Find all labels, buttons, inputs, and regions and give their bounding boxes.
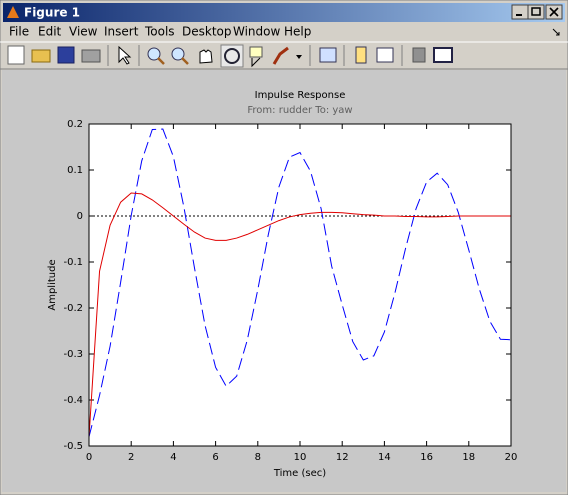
menu-item[interactable]: Desktop xyxy=(182,25,232,39)
series-line xyxy=(88,192,511,437)
menu-item[interactable]: View xyxy=(69,25,98,39)
title-bar xyxy=(3,3,565,22)
x-tick-label: 18 xyxy=(462,452,475,463)
x-tick-label: 2 xyxy=(128,452,134,463)
dock-arrow[interactable] xyxy=(552,28,560,36)
zoom-in-button[interactable] xyxy=(147,47,165,65)
x-tick-label: 12 xyxy=(336,452,349,463)
hide-tools-button[interactable] xyxy=(412,47,426,63)
toolbar xyxy=(7,44,453,68)
plot-area xyxy=(89,124,511,446)
menu-item[interactable]: Window xyxy=(233,25,281,39)
menu-item[interactable]: Help xyxy=(284,25,311,39)
x-tick-label: 10 xyxy=(294,452,307,463)
minimize-button[interactable] xyxy=(511,4,529,20)
y-tick-label: -0.5 xyxy=(63,441,83,452)
chart-subtitle: From: rudder To: yaw xyxy=(247,105,352,116)
x-tick-label: 0 xyxy=(86,452,92,463)
menu-item[interactable]: Tools xyxy=(144,25,175,39)
zoom-out-button[interactable] xyxy=(171,47,189,65)
y-tick-label: 0.2 xyxy=(67,119,83,130)
link-button[interactable] xyxy=(319,47,337,63)
axes-box xyxy=(88,123,512,447)
menu-bar: File Edit View Insert Tools Desktop Window Help xyxy=(9,25,311,39)
x-axis-label: Time (sec) xyxy=(273,468,326,479)
window-title: Figure 1 xyxy=(24,6,80,20)
y-tick-label: 0.1 xyxy=(67,165,83,176)
edit-plot-button[interactable] xyxy=(118,45,132,65)
menu-item[interactable]: Insert xyxy=(104,25,139,39)
y-tick-label: -0.3 xyxy=(63,349,83,360)
colorbar-button[interactable] xyxy=(355,46,367,64)
show-tools-button[interactable] xyxy=(433,47,453,63)
save-button[interactable] xyxy=(57,46,75,64)
brush-button[interactable] xyxy=(272,46,302,65)
y-tick-label: 0 xyxy=(77,211,83,222)
legend-button[interactable] xyxy=(376,47,394,63)
pan-button[interactable] xyxy=(199,49,213,64)
x-tick-label: 20 xyxy=(505,452,518,463)
chart: Impulse Response From: rudder To: yaw Ti… xyxy=(47,90,517,479)
x-tick-label: 16 xyxy=(420,452,433,463)
x-tick-label: 4 xyxy=(170,452,176,463)
app-icon xyxy=(7,6,19,18)
chart-title: Impulse Response xyxy=(255,90,346,101)
menu-item[interactable]: File xyxy=(9,25,29,39)
print-button[interactable] xyxy=(81,49,101,63)
data-cursor-button[interactable] xyxy=(249,46,263,68)
y-axis-label: Amplitude xyxy=(47,259,58,310)
open-button[interactable] xyxy=(31,49,51,63)
y-tick-label: -0.1 xyxy=(63,257,83,268)
x-tick-label: 14 xyxy=(378,452,391,463)
x-tick-label: 8 xyxy=(255,452,261,463)
new-figure-button[interactable] xyxy=(7,45,25,65)
menu-item[interactable]: Edit xyxy=(38,25,62,39)
maximize-button[interactable] xyxy=(527,4,545,20)
y-tick-label: -0.4 xyxy=(63,395,83,406)
series-line xyxy=(88,128,512,437)
window-controls[interactable] xyxy=(511,4,563,20)
y-tick-label: -0.2 xyxy=(63,303,83,314)
x-tick-label: 6 xyxy=(212,452,218,463)
